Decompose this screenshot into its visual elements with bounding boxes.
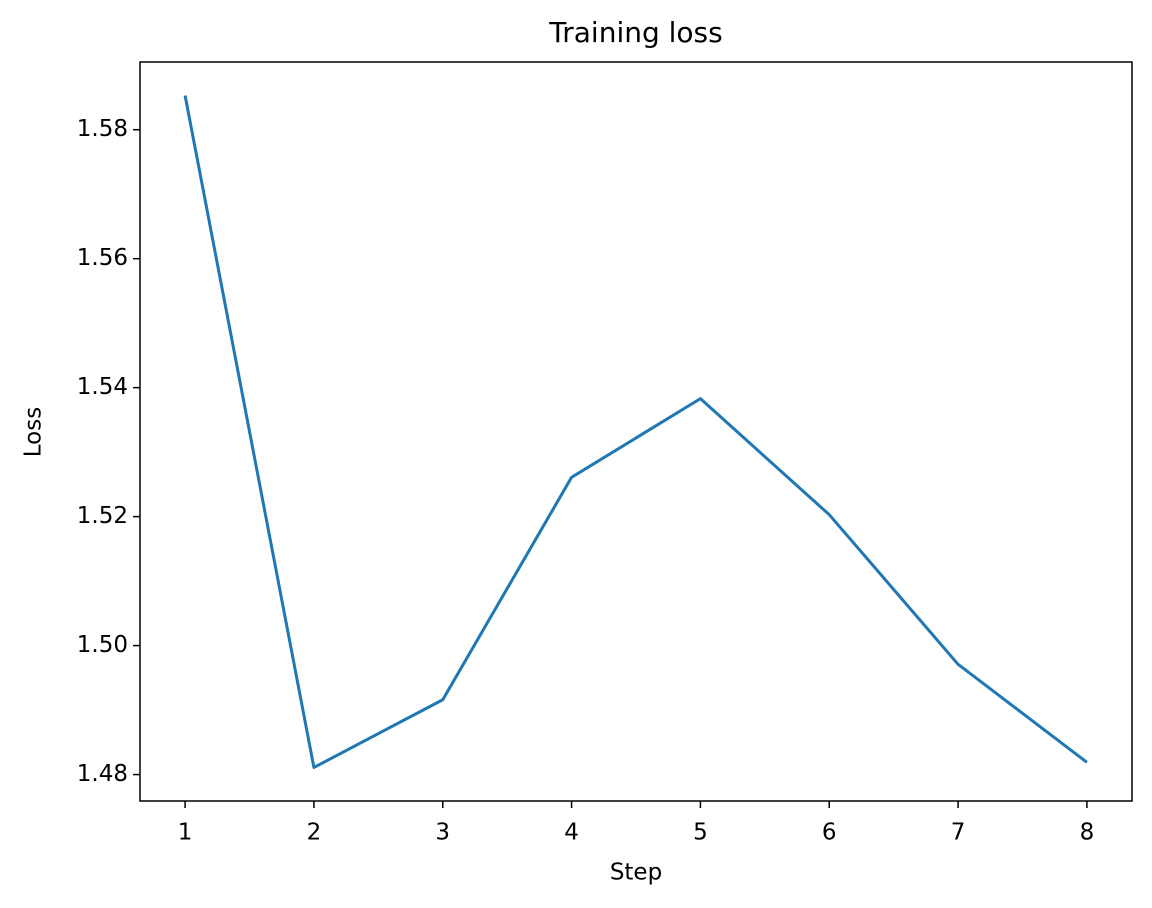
x-tick-label: 2 xyxy=(307,820,322,846)
y-tick-label: 1.52 xyxy=(77,503,128,529)
plot-frame xyxy=(139,61,1133,802)
x-tick-label: 6 xyxy=(822,820,837,846)
y-tick-label: 1.50 xyxy=(77,632,128,658)
x-tick-label: 7 xyxy=(951,820,966,846)
x-tick-label: 3 xyxy=(435,820,450,846)
y-tick-label: 1.54 xyxy=(77,374,128,400)
x-tick-label: 5 xyxy=(693,820,708,846)
x-tick-label: 1 xyxy=(178,820,193,846)
line-series xyxy=(183,95,1088,769)
chart-title: Training loss xyxy=(548,16,722,49)
y-tick-label: 1.48 xyxy=(77,761,128,787)
y-tick-label: 1.58 xyxy=(77,116,128,142)
x-tick-label: 8 xyxy=(1080,820,1095,846)
y-axis-label: Loss xyxy=(21,407,47,457)
x-tick-label: 4 xyxy=(564,820,579,846)
y-tick-label: 1.56 xyxy=(77,245,128,271)
x-axis-label: Step xyxy=(610,860,662,886)
